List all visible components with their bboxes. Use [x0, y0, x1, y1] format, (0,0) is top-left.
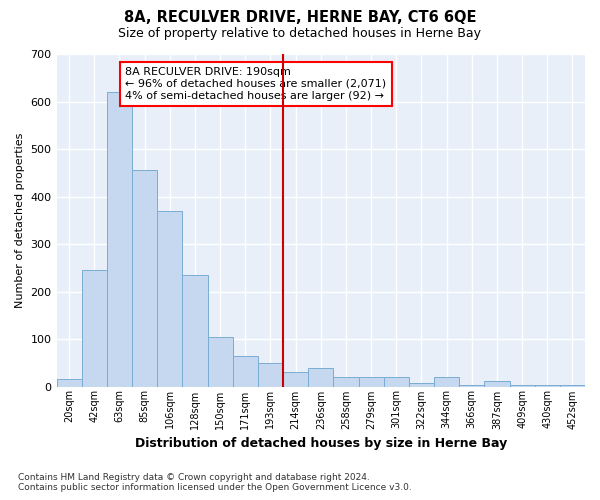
- Bar: [434, 377, 459, 386]
- Bar: [535, 385, 560, 386]
- Y-axis label: Number of detached properties: Number of detached properties: [15, 132, 25, 308]
- Bar: [308, 368, 334, 386]
- Bar: [56, 380, 82, 386]
- Bar: [409, 382, 434, 386]
- X-axis label: Distribution of detached houses by size in Herne Bay: Distribution of detached houses by size …: [134, 437, 507, 450]
- Bar: [383, 377, 409, 386]
- Text: 8A RECULVER DRIVE: 190sqm
← 96% of detached houses are smaller (2,071)
4% of sem: 8A RECULVER DRIVE: 190sqm ← 96% of detac…: [125, 68, 386, 100]
- Text: Contains HM Land Registry data © Crown copyright and database right 2024.
Contai: Contains HM Land Registry data © Crown c…: [18, 473, 412, 492]
- Bar: [107, 92, 132, 386]
- Bar: [484, 381, 509, 386]
- Bar: [359, 377, 383, 386]
- Text: 8A, RECULVER DRIVE, HERNE BAY, CT6 6QE: 8A, RECULVER DRIVE, HERNE BAY, CT6 6QE: [124, 10, 476, 25]
- Bar: [283, 372, 308, 386]
- Bar: [233, 356, 258, 386]
- Bar: [334, 377, 359, 386]
- Bar: [208, 336, 233, 386]
- Bar: [258, 363, 283, 386]
- Text: Size of property relative to detached houses in Herne Bay: Size of property relative to detached ho…: [119, 28, 482, 40]
- Bar: [509, 385, 535, 386]
- Bar: [560, 385, 585, 386]
- Bar: [157, 211, 182, 386]
- Bar: [132, 170, 157, 386]
- Bar: [82, 270, 107, 386]
- Bar: [182, 275, 208, 386]
- Bar: [459, 385, 484, 386]
